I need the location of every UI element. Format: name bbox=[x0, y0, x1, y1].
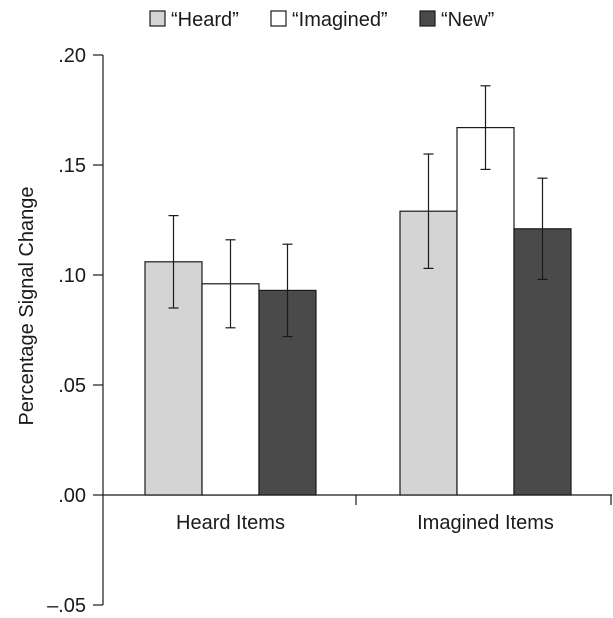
legend-label: “New” bbox=[441, 9, 494, 31]
legend-swatch bbox=[270, 10, 287, 27]
y-tick-label: .00 bbox=[58, 485, 86, 507]
y-tick-label: .10 bbox=[58, 265, 86, 287]
y-tick-label: .15 bbox=[58, 155, 86, 177]
category-label: Imagined Items bbox=[417, 512, 554, 534]
legend-swatch bbox=[419, 10, 436, 27]
y-axis-title: Percentage Signal Change bbox=[16, 186, 38, 425]
y-tick-label: .20 bbox=[58, 45, 86, 67]
y-tick-label: .05 bbox=[58, 375, 86, 397]
category-label: Heard Items bbox=[176, 512, 285, 534]
y-tick-label: –.05 bbox=[47, 595, 86, 617]
bar bbox=[258, 289, 317, 496]
legend-label: “Heard” bbox=[171, 9, 239, 31]
legend-swatch bbox=[149, 10, 166, 27]
bar bbox=[456, 126, 515, 496]
legend-label: “Imagined” bbox=[292, 9, 388, 31]
